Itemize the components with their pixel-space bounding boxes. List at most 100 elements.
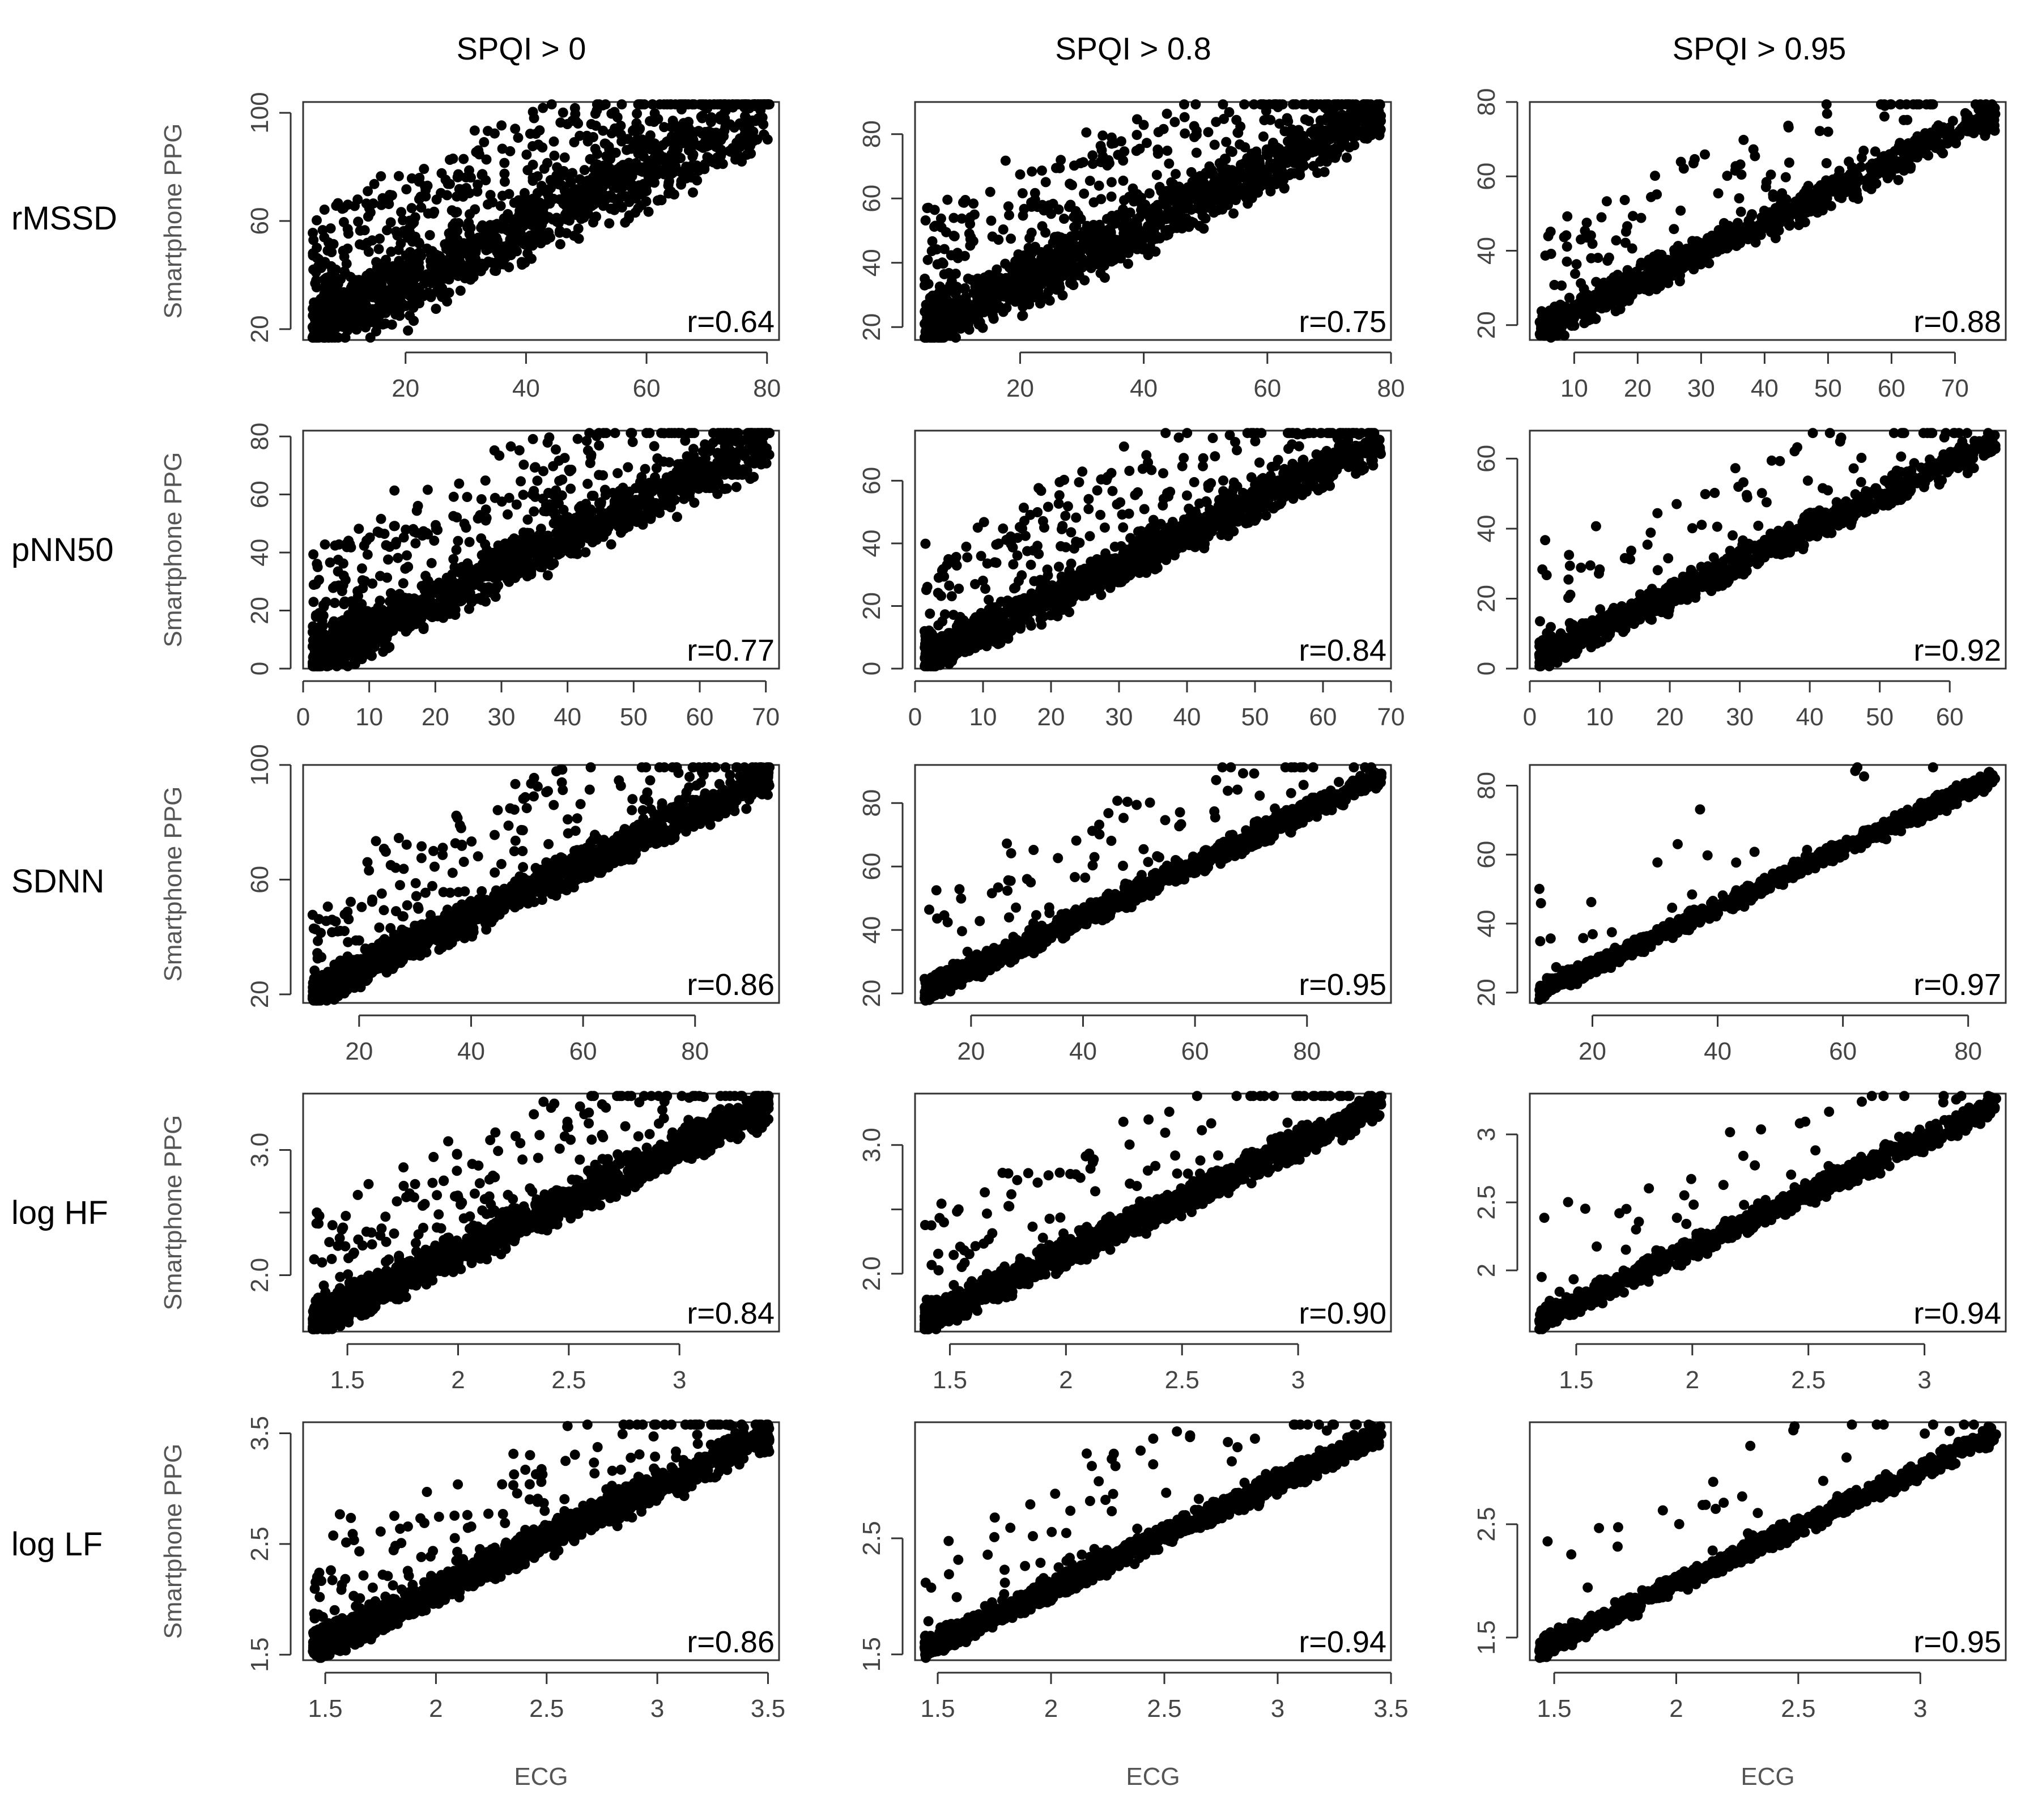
data-point xyxy=(342,243,353,254)
data-point xyxy=(1879,111,1890,122)
data-point xyxy=(615,120,626,131)
data-point xyxy=(1897,143,1908,154)
data-point xyxy=(1341,152,1352,163)
data-point xyxy=(1308,103,1319,113)
data-point xyxy=(474,149,484,160)
data-point xyxy=(458,154,469,164)
data-point xyxy=(1683,256,1694,266)
data-point xyxy=(496,120,507,131)
data-point xyxy=(1622,265,1633,275)
data-point xyxy=(1883,171,1894,181)
data-point xyxy=(1784,211,1795,222)
data-point xyxy=(1079,188,1090,199)
data-point xyxy=(569,103,580,113)
data-point xyxy=(1559,232,1569,243)
data-point xyxy=(1282,113,1292,124)
data-point xyxy=(364,203,375,214)
data-point xyxy=(674,152,685,163)
data-point xyxy=(1823,188,1833,198)
y-tick-label: 100 xyxy=(246,92,274,133)
data-point xyxy=(424,230,435,240)
data-point xyxy=(1599,284,1610,295)
data-point xyxy=(538,229,548,240)
data-point xyxy=(986,215,997,226)
data-point xyxy=(330,311,341,321)
data-point xyxy=(534,125,545,136)
data-point xyxy=(1257,164,1267,175)
data-point xyxy=(1107,211,1117,221)
y-tick-label: 60 xyxy=(246,207,274,235)
data-point xyxy=(588,217,598,228)
data-point xyxy=(1143,250,1154,261)
data-point xyxy=(527,141,538,151)
y-tick-label: 20 xyxy=(246,315,274,343)
data-point xyxy=(1097,151,1108,161)
data-point xyxy=(605,154,616,164)
data-point xyxy=(362,549,373,560)
data-point xyxy=(1759,212,1769,223)
row-label: log HF xyxy=(11,1194,108,1231)
data-point xyxy=(1069,160,1079,171)
y-tick-label: 40 xyxy=(1473,237,1500,265)
data-point xyxy=(382,572,393,583)
data-point xyxy=(622,159,632,170)
data-point xyxy=(1920,130,1930,141)
data-point xyxy=(1182,193,1193,203)
data-point xyxy=(1092,259,1102,269)
data-point xyxy=(1221,137,1232,147)
data-point xyxy=(631,158,641,168)
data-point xyxy=(1733,218,1743,228)
data-point xyxy=(1190,99,1201,110)
data-point xyxy=(1938,148,1949,159)
data-point xyxy=(403,593,414,603)
data-point xyxy=(706,130,717,141)
data-point xyxy=(1983,119,1993,130)
data-point xyxy=(520,257,530,268)
data-point xyxy=(1693,237,1704,248)
x-tick-label: 20 xyxy=(392,375,419,402)
data-point xyxy=(485,190,496,201)
data-point xyxy=(1203,127,1214,138)
data-point xyxy=(1821,99,1832,110)
data-point xyxy=(482,228,492,239)
data-point xyxy=(1313,143,1324,154)
data-point xyxy=(1216,160,1226,171)
data-point xyxy=(1780,172,1791,182)
data-point xyxy=(1683,244,1693,254)
data-point xyxy=(367,304,378,314)
data-point xyxy=(666,186,677,197)
column-header: SPQI > 0 xyxy=(457,31,586,66)
data-point xyxy=(689,497,700,508)
data-point xyxy=(633,148,644,159)
data-point xyxy=(318,599,329,610)
data-point xyxy=(1894,156,1905,167)
data-point xyxy=(1222,173,1233,184)
data-point xyxy=(645,130,656,141)
data-point xyxy=(310,267,321,278)
data-point xyxy=(1076,230,1087,241)
data-point xyxy=(341,258,352,269)
data-point xyxy=(1556,280,1567,291)
data-point xyxy=(319,205,330,215)
data-point xyxy=(548,136,559,147)
data-point xyxy=(1675,156,1686,167)
data-point xyxy=(1006,233,1016,244)
data-point xyxy=(443,178,453,189)
data-point xyxy=(604,218,615,229)
data-point xyxy=(469,125,480,136)
data-point xyxy=(1912,99,1922,110)
data-point xyxy=(497,190,508,201)
data-point xyxy=(480,175,491,186)
data-point xyxy=(1271,99,1282,110)
data-point xyxy=(510,124,521,134)
data-point xyxy=(610,428,620,439)
column-header: SPQI > 0.8 xyxy=(1055,31,1211,66)
data-point xyxy=(1131,130,1142,141)
data-point xyxy=(549,150,560,161)
data-point xyxy=(504,262,514,273)
data-point xyxy=(375,233,385,244)
data-point xyxy=(548,558,559,569)
data-point xyxy=(1065,278,1075,288)
data-point xyxy=(1619,195,1630,205)
data-point xyxy=(1618,296,1628,307)
